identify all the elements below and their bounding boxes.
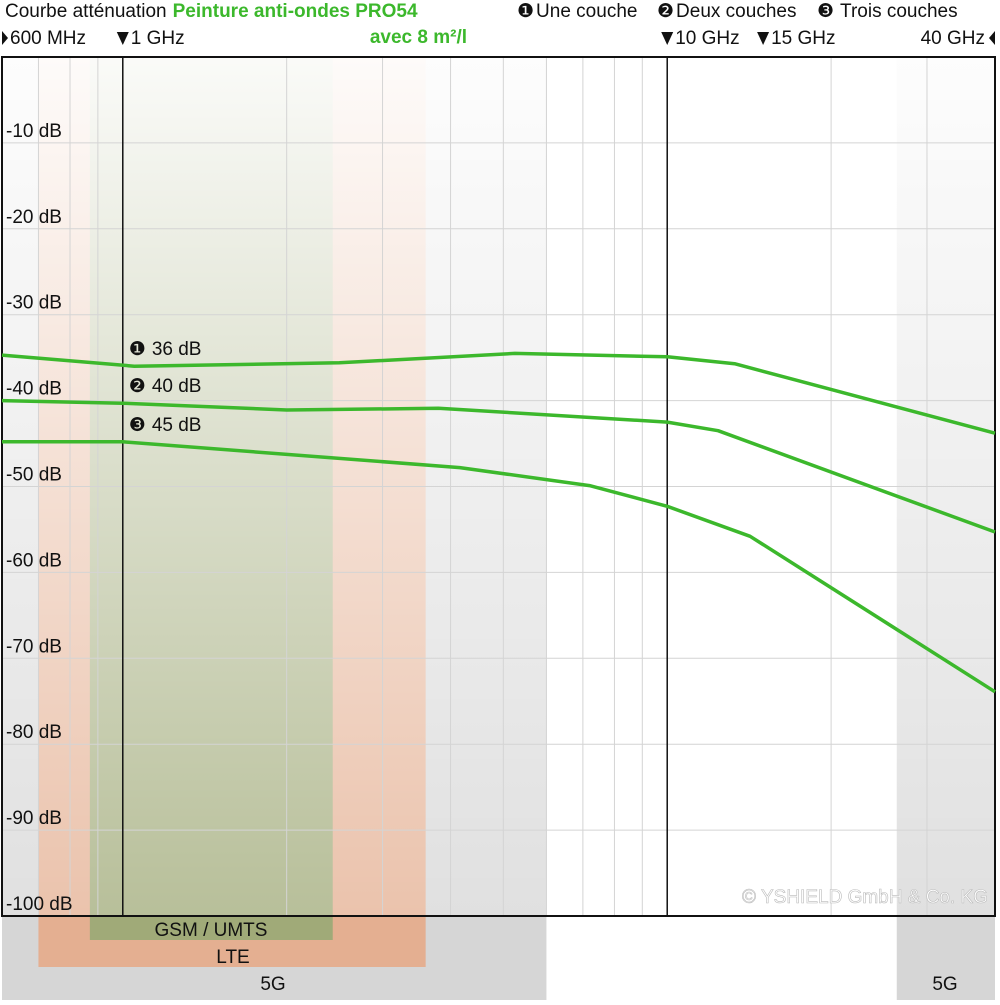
watermark: © YSHIELD GmbH & Co. KG: [742, 887, 988, 908]
x-tick-label: 1 GHz: [131, 28, 185, 49]
y-tick-label: -70 dB: [6, 636, 62, 657]
plot-frame: [1, 56, 996, 917]
series-label: ❷ 40 dB: [129, 376, 202, 397]
y-tick-label: -20 dB: [6, 207, 62, 228]
legend-label: Deux couches: [676, 1, 796, 22]
subtitle: avec 8 m²/l: [370, 27, 467, 48]
legend-symbol: ❸: [817, 1, 834, 22]
legend-symbol: ❶: [517, 1, 534, 22]
title-product: Peinture anti-ondes PRO54: [173, 1, 418, 22]
series-symbol: ❷: [129, 376, 146, 397]
x-tick-marker: [2, 31, 8, 45]
series-label: ❸ 45 dB: [129, 415, 202, 436]
chart-title: Courbe atténuation Peinture anti-ondes PR…: [5, 1, 418, 22]
y-tick-label: -40 dB: [6, 379, 62, 400]
title-main: Courbe atténuation: [5, 1, 167, 22]
legend-entry: ❷ Deux couches: [657, 1, 796, 22]
series-symbol: ❸: [129, 415, 146, 436]
x-tick-marker: [116, 32, 129, 45]
legend-entry: ❸ Trois couches: [817, 1, 958, 22]
series-value-label: 45 dB: [152, 415, 202, 436]
x-tick-marker: [661, 32, 674, 45]
series-value-label: 36 dB: [152, 339, 202, 360]
y-tick-label: -90 dB: [6, 808, 62, 829]
band-label: LTE: [216, 947, 249, 968]
series-line: [1, 398, 996, 534]
x-tick-label: 40 GHz: [921, 28, 985, 49]
y-tick-label: -30 dB: [6, 293, 62, 314]
legend-label: Une couche: [536, 1, 637, 22]
band-label: 5G: [260, 974, 285, 995]
x-tick-label: 10 GHz: [675, 28, 739, 49]
series-line: [1, 351, 996, 435]
x-tick-label: 600 MHz: [10, 28, 86, 49]
legend-entry: ❶ Une couche: [517, 1, 637, 22]
y-tick-label: -10 dB: [6, 121, 62, 142]
x-tick-marker: [757, 32, 770, 45]
band-label: 5G: [932, 974, 957, 995]
x-tick-label: 15 GHz: [771, 28, 835, 49]
series-symbol: ❶: [129, 339, 146, 360]
band-label: GSM / UMTS: [155, 920, 268, 941]
legend-symbol: ❷: [657, 1, 674, 22]
x-tick-marker: [989, 31, 995, 45]
series-label: ❶ 36 dB: [129, 339, 202, 360]
series-value-label: 40 dB: [152, 376, 202, 397]
y-tick-label: -80 dB: [6, 722, 62, 743]
legend-label: Trois couches: [840, 1, 958, 22]
y-tick-label: -50 dB: [6, 465, 62, 486]
y-tick-label: -100 dB: [6, 894, 73, 915]
series-line: [2, 440, 996, 694]
y-tick-label: -60 dB: [6, 550, 62, 571]
